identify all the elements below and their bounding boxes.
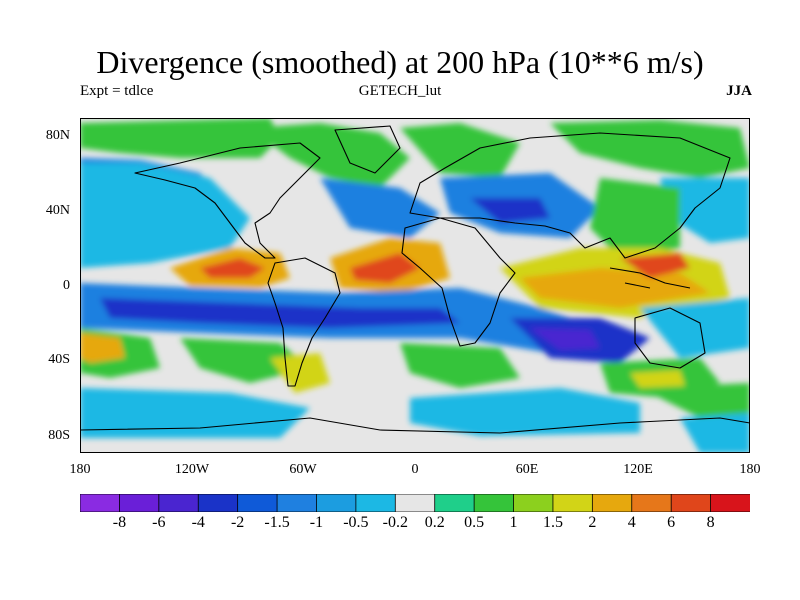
- colorbar-swatch: [710, 494, 750, 512]
- season-label: JJA: [726, 83, 752, 99]
- divergence-map: [80, 118, 750, 453]
- colorbar-label: -1.5: [264, 514, 290, 531]
- lat-tick-0: 0: [63, 278, 70, 293]
- colorbar-label: 1.5: [542, 514, 563, 531]
- experiment-label: Expt = tdlce: [80, 83, 154, 99]
- colorbar-swatch: [355, 494, 397, 512]
- field-south-orange-w: [80, 333, 125, 363]
- colorbar-label: -8: [112, 514, 127, 531]
- colorbar-label: 6: [667, 514, 676, 531]
- colorbar-swatch: [434, 494, 476, 512]
- map-frame: [80, 118, 750, 453]
- lon-tick-180w: 180: [69, 462, 91, 477]
- coast-eurasia: [409, 132, 731, 259]
- colorbar-swatch: [197, 494, 239, 512]
- field-east-green: [590, 178, 680, 258]
- plot-title: Divergence (smoothed) at 200 hPa (10**6 …: [96, 44, 704, 80]
- colorbar-swatch: [552, 494, 594, 512]
- coastlines: [80, 125, 750, 434]
- coast-south-america: [267, 257, 341, 387]
- coast-north-america: [134, 142, 321, 259]
- colorbar: [80, 494, 750, 512]
- field-north-east-green: [550, 120, 750, 178]
- dataset-label: GETECH_lut: [358, 83, 442, 99]
- lat-tick-80n: 80N: [45, 128, 70, 143]
- colorbar-label: -1: [309, 514, 324, 531]
- lat-tick-80s: 80S: [48, 428, 70, 443]
- field-south-yellow-far: [630, 370, 685, 388]
- field-east-south-blue: [640, 298, 750, 358]
- lon-tick-60e: 60E: [515, 462, 539, 477]
- field-indian-orange: [520, 268, 710, 308]
- lon-tick-0: 0: [411, 462, 419, 477]
- colorbar-label: 0.2: [424, 514, 445, 531]
- colorbar-label: 8: [706, 514, 715, 531]
- field-antarctic-blue-w: [80, 388, 310, 438]
- colorbar-label: -0.2: [382, 514, 408, 531]
- lat-tick-40n: 40N: [45, 203, 70, 218]
- field-antarctic-blue-ee: [680, 413, 750, 453]
- field-indian-south-violet: [530, 328, 600, 350]
- colorbar-swatch: [591, 494, 633, 512]
- field-maritime-red: [620, 253, 690, 278]
- coast-africa: [401, 217, 516, 347]
- field-south-green-e: [400, 343, 520, 388]
- coast-antarctica: [80, 417, 750, 434]
- colorbar-swatch: [473, 494, 515, 512]
- field-antarctic-green: [640, 383, 750, 418]
- colorbar-swatch: [119, 494, 160, 512]
- colorbar-label: 0.5: [464, 514, 485, 531]
- field-antarctic-blue-e: [410, 388, 640, 436]
- lat-tick-40s: 40S: [48, 352, 70, 367]
- colorbar-swatch: [631, 494, 673, 512]
- colorbar-label: -0.5: [343, 514, 369, 531]
- coast-greenland: [334, 125, 401, 174]
- colorbar-swatch: [513, 494, 554, 512]
- lon-tick-120w: 120W: [174, 462, 210, 477]
- field-greenland-green: [250, 123, 410, 188]
- colorbar-label: 1: [509, 514, 518, 531]
- field-north-green: [80, 118, 280, 158]
- field-south-band-dark: [100, 298, 460, 328]
- contour-fields: [80, 118, 750, 453]
- lon-tick-120e: 120E: [623, 462, 653, 477]
- field-atlantic-blue: [320, 178, 440, 238]
- colorbar-label: -6: [152, 514, 166, 531]
- colorbar-label: -4: [191, 514, 205, 531]
- colorbar-swatch: [670, 494, 712, 512]
- field-pacific-blue-light: [80, 163, 250, 268]
- lon-tick-180e: 180: [739, 462, 761, 477]
- coast-indonesia: [609, 267, 691, 289]
- coast-australia: [634, 307, 706, 369]
- field-europe-green: [400, 123, 520, 178]
- colorbar-label: -2: [230, 514, 245, 531]
- colorbar-swatch: [394, 494, 436, 512]
- colorbar-swatch: [80, 494, 121, 512]
- colorbar-label: 4: [627, 514, 636, 531]
- field-east-pacific-red: [200, 258, 265, 278]
- colorbar-swatch: [237, 494, 278, 512]
- colorbar-swatch: [276, 494, 318, 512]
- colorbar-swatch: [316, 494, 357, 512]
- field-south-green-c: [180, 338, 310, 383]
- field-east-blue: [660, 178, 750, 243]
- colorbar-swatch: [158, 494, 200, 512]
- field-atlantic-red: [350, 253, 420, 283]
- colorbar-label: 2: [588, 514, 597, 531]
- field-asia-blue-dark: [470, 198, 550, 223]
- lon-tick-60w: 60W: [289, 462, 317, 477]
